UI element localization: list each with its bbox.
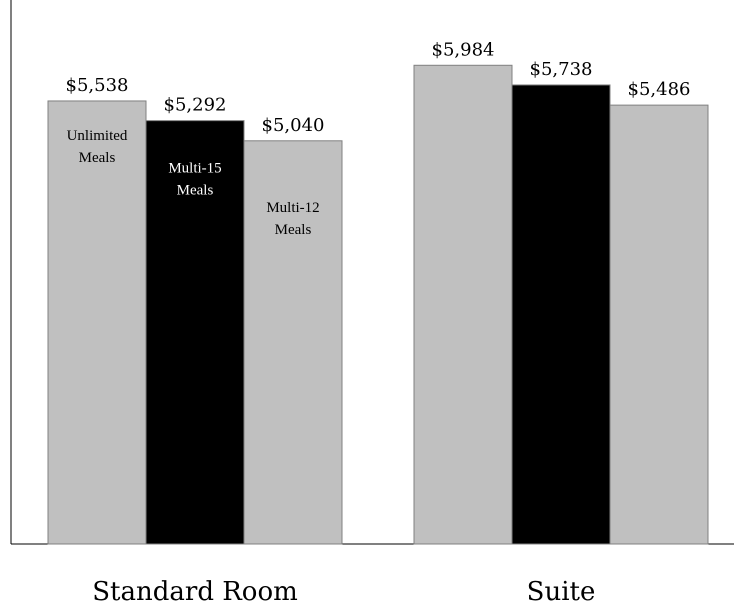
bar-value-label: $5,486 [628, 79, 691, 100]
series-name-label: Unlimited [67, 128, 128, 144]
bar-value-label: $5,738 [530, 59, 593, 80]
bar-2-standard-room [145, 120, 245, 545]
category-label: Standard Room [92, 577, 298, 607]
series-name-label: Meals [177, 183, 214, 199]
bar-3-suite [609, 104, 709, 545]
series-labels-layer: Unlimited Meals Multi-15 Meals Multi-12 Meals [67, 128, 320, 238]
bar-value-label: $5,984 [432, 39, 495, 60]
bar-value-label: $5,538 [66, 75, 129, 96]
series-name-label: Meals [275, 222, 312, 238]
category-labels-layer: Standard Room Suite [92, 577, 595, 607]
bars-layer [47, 64, 709, 545]
series-name-label: Multi-12 [266, 200, 319, 216]
series-name-label: Multi-15 [168, 161, 221, 177]
bar-value-label: $5,292 [164, 95, 227, 116]
bar-3-standard-room [243, 140, 343, 545]
value-labels-layer: $5,538 $5,292 $5,040 $5,984 $5,738 $5,486 [66, 39, 691, 136]
series-name-label: Meals [79, 150, 116, 166]
bar-value-label: $5,040 [262, 115, 325, 136]
bar-1-standard-room [47, 100, 147, 545]
bar-2-suite [511, 84, 611, 545]
category-label: Suite [527, 577, 596, 607]
bar-1-suite [413, 64, 513, 545]
